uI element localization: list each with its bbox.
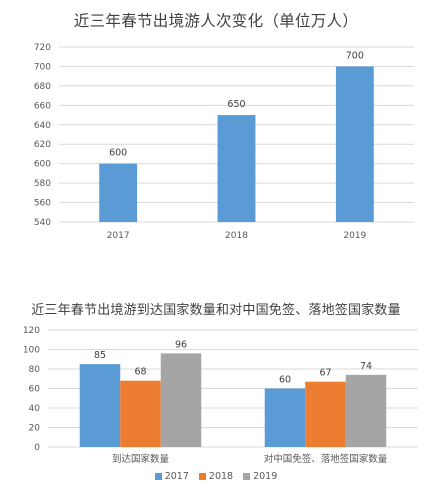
data-label: 600: [109, 148, 127, 159]
chart-2-title: 近三年春节出境游到达国家数量和对中国免签、落地签国家数量: [31, 303, 401, 318]
x-tick-label: 2018: [225, 231, 248, 241]
legend-label: 2017: [164, 471, 189, 482]
bar: [264, 388, 306, 447]
data-label: 67: [319, 368, 331, 379]
data-label: 68: [134, 367, 146, 378]
bar: [335, 66, 374, 222]
chart-1-panel: 近三年春节出境游人次变化（单位万人） 540 560 580 600 620 640 660…: [33, 12, 414, 241]
y-tick-label: 600: [34, 160, 51, 170]
x-tick-label: 2019: [343, 231, 366, 241]
y-tick-label: 40: [29, 404, 41, 414]
bar: [217, 115, 256, 222]
bar: [99, 163, 138, 222]
legend-item: 2019: [243, 471, 277, 482]
data-label: 74: [360, 361, 372, 372]
legend-item: 2017: [154, 471, 189, 482]
y-tick-label: 700: [34, 62, 51, 72]
y-tick-label: 20: [29, 424, 41, 434]
x-tick-label: 2017: [107, 231, 130, 241]
bar: [345, 374, 387, 447]
y-tick-label: 100: [23, 346, 40, 356]
data-label: 700: [346, 50, 364, 61]
y-tick-label: 80: [29, 365, 41, 375]
legend-label: 2018: [208, 471, 234, 482]
bar: [79, 364, 121, 447]
y-tick-label: 580: [34, 179, 51, 189]
y-tick-label: 720: [34, 43, 51, 53]
legend-item: 2018: [198, 471, 234, 482]
chart-2-legend: 2017 2018 2019: [0, 471, 432, 482]
y-tick-label: 120: [23, 326, 40, 336]
data-label: 60: [279, 375, 291, 386]
chart-2-panel: 近三年春节出境游到达国家数量和对中国免签、落地签国家数量 0 20 40 60 80 10…: [0, 290, 432, 493]
y-tick-label: 60: [29, 385, 41, 395]
bar: [305, 381, 346, 447]
y-tick-label: 640: [34, 121, 51, 131]
x-tick-label: 对中国免签、落地签国家数量: [264, 453, 388, 465]
legend-swatch: [243, 473, 251, 480]
x-tick-label: 到达国家数量: [112, 453, 170, 465]
y-tick-label: 680: [34, 82, 51, 92]
legend-swatch: [198, 473, 206, 480]
legend-label: 2019: [253, 471, 278, 482]
legend-swatch: [154, 473, 162, 480]
y-tick-label: 560: [34, 199, 51, 209]
y-tick-label: 660: [34, 101, 51, 111]
chart-1-title: 近三年春节出境游人次变化（单位万人）: [73, 12, 359, 30]
bar: [160, 353, 202, 447]
data-label: 650: [227, 99, 245, 110]
data-label: 85: [94, 350, 106, 361]
chart-1-plot: 540 560 580 600 620 640 660 680 700 720 600 2017 650…: [34, 43, 414, 241]
data-label: 96: [175, 339, 187, 350]
y-tick-label: 0: [34, 443, 40, 453]
chart-2-plot: 0 20 40 60 80 100 120 85 68 96 到达国家数量 60 67 74 对中国免签、落…: [23, 326, 418, 465]
bar: [120, 380, 161, 447]
y-tick-label: 540: [34, 218, 51, 228]
y-tick-label: 620: [34, 140, 51, 150]
